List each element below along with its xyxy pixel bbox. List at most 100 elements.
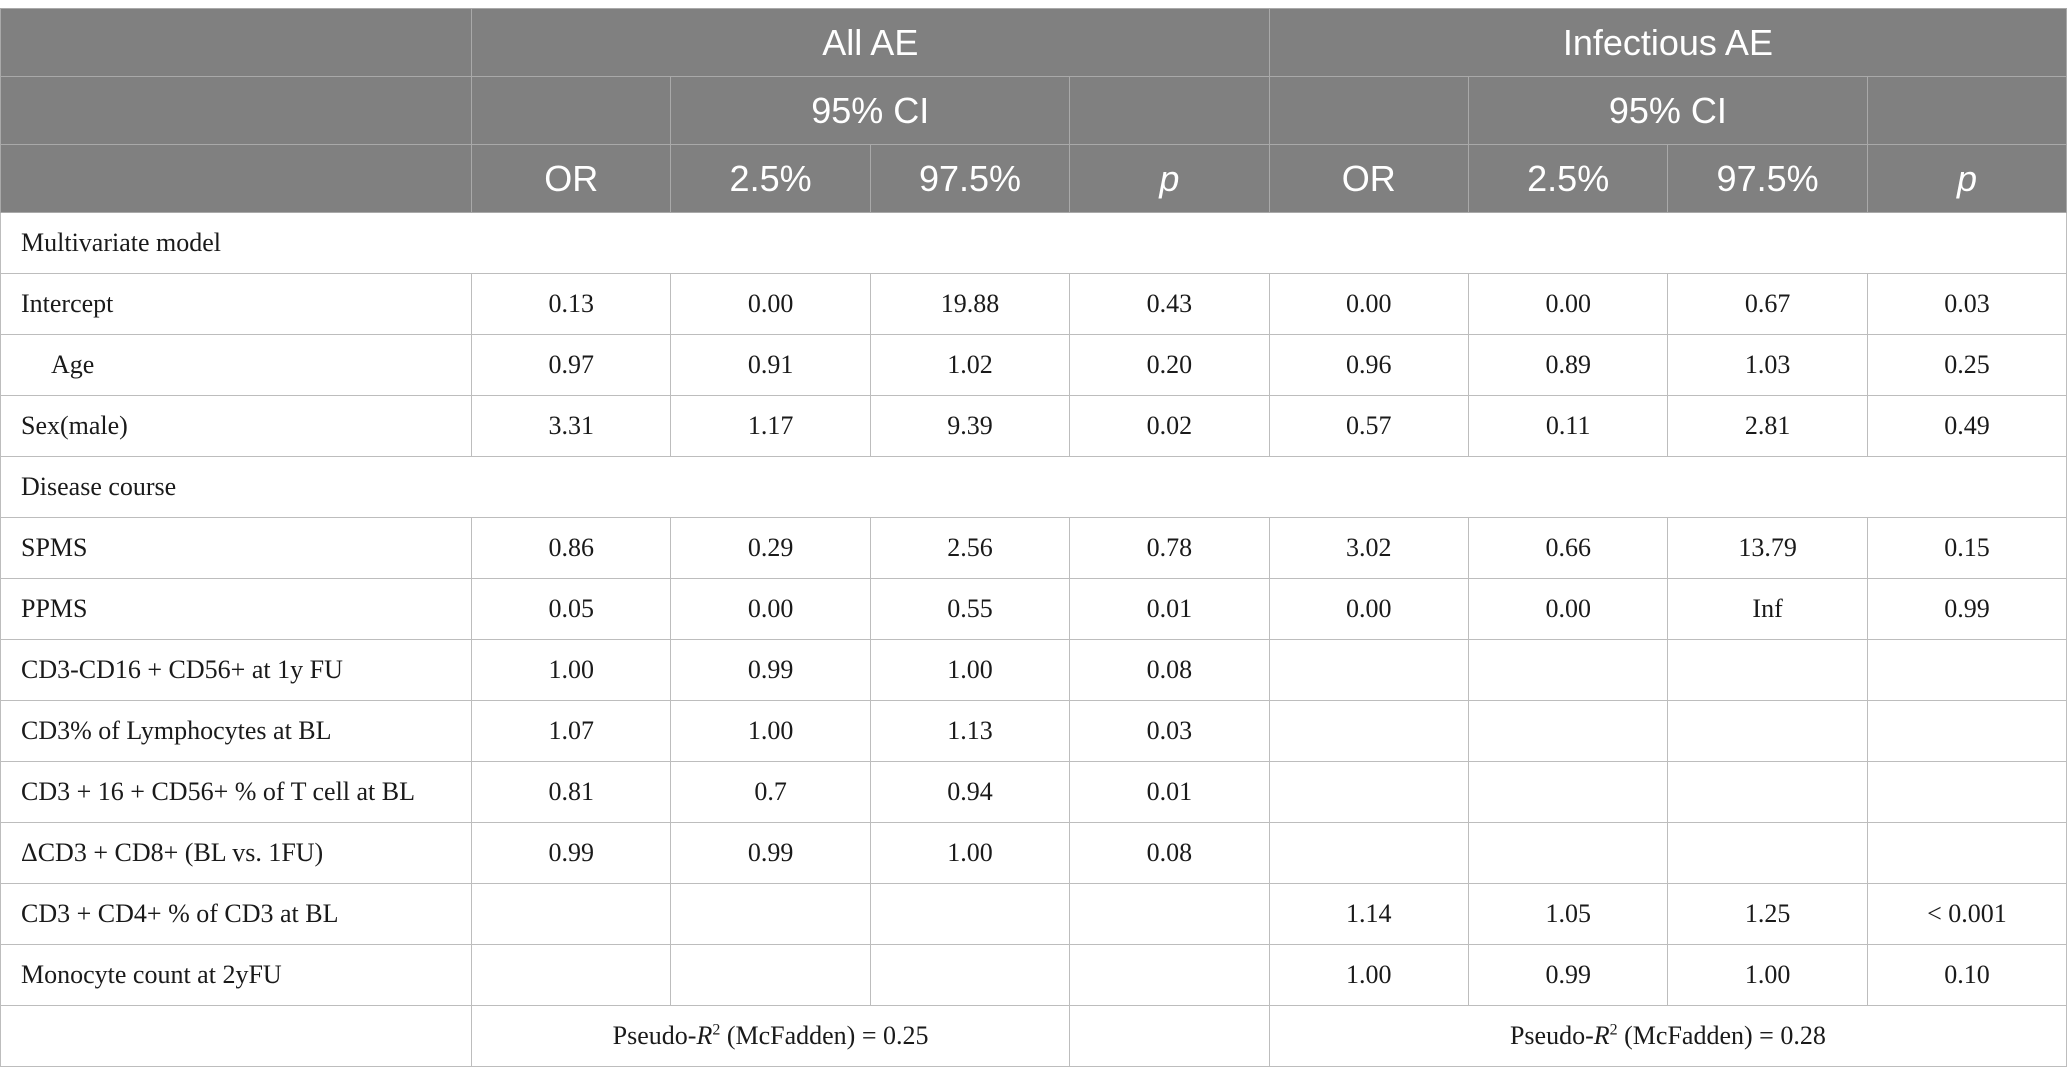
cell-all-ci-low: 0.00 (670, 578, 871, 640)
cell-inf-ci-low (1467, 822, 1669, 884)
cell-all-ci-low: 1.00 (670, 700, 871, 762)
header-empty-cell (0, 8, 472, 77)
header-p: p (1069, 144, 1270, 213)
table-row: Monocyte count at 2yFU 1.00 0.99 1.00 0.10 (0, 944, 2067, 1006)
table-row: CD3 + 16 + CD56+ % of T cell at BL 0.81 0.… (0, 761, 2067, 823)
cell-inf-ci-low (1467, 700, 1669, 762)
cell-inf-p (1866, 639, 2067, 701)
cell-inf-ci-high (1667, 700, 1868, 762)
row-label: CD3% of Lymphocytes at BL (0, 700, 472, 762)
cell-all-ci-low (670, 883, 871, 945)
header-ci-high: 97.5% (869, 144, 1071, 213)
cell-all-ci-high: 0.55 (869, 578, 1071, 640)
section-row: Disease course (0, 456, 2067, 518)
cell-all-or: 0.05 (470, 578, 672, 640)
cell-all-or: 1.07 (470, 700, 672, 762)
header-ci-inf: 95% CI (1468, 76, 1868, 145)
cell-all-or: 3.31 (470, 395, 672, 457)
header-row-groups: All AE Infectious AE (0, 8, 2067, 77)
header-empty-cell (0, 144, 472, 213)
cell-all-ci-high: 0.94 (869, 761, 1071, 823)
header-empty-cell (1069, 76, 1270, 145)
cell-inf-ci-low: 0.99 (1467, 944, 1669, 1006)
table-row: PPMS 0.05 0.00 0.55 0.01 0.00 0.00 Inf 0.99 (0, 578, 2067, 640)
cell-inf-ci-high: 1.03 (1667, 334, 1868, 396)
cell-all-ci-high: 1.00 (869, 639, 1071, 701)
cell-inf-or: 0.57 (1268, 395, 1470, 457)
row-label: CD3 + 16 + CD56+ % of T cell at BL (0, 761, 472, 823)
row-label: CD3-CD16 + CD56+ at 1y FU (0, 639, 472, 701)
cell-all-p: 0.78 (1069, 517, 1270, 579)
cell-all-ci-high: 9.39 (869, 395, 1071, 457)
cell-all-p: 0.20 (1069, 334, 1270, 396)
cell-all-ci-low: 0.00 (670, 273, 871, 335)
table-row: SPMS 0.86 0.29 2.56 0.78 3.02 0.66 13.79 0.15 (0, 517, 2067, 579)
row-label: Sex(male) (0, 395, 472, 457)
cell-all-ci-high: 1.00 (869, 822, 1071, 884)
cell-inf-ci-high: 2.81 (1667, 395, 1868, 457)
header-empty-cell (1268, 76, 1470, 145)
pseudo-r: R (696, 1021, 713, 1050)
cell-all-p: 0.02 (1069, 395, 1270, 457)
cell-inf-ci-high: 1.00 (1667, 944, 1868, 1006)
section-disease-course: Disease course (0, 456, 2067, 518)
cell-inf-p (1866, 822, 2067, 884)
cell-inf-ci-high: Inf (1667, 578, 1868, 640)
header-ci-low: 2.5% (1467, 144, 1669, 213)
row-label: SPMS (0, 517, 472, 579)
cell-inf-p: 0.15 (1866, 517, 2067, 579)
row-label: Age (0, 334, 472, 396)
header-or: OR (470, 144, 672, 213)
cell-inf-p (1866, 700, 2067, 762)
cell-inf-ci-low: 1.05 (1467, 883, 1669, 945)
cell-inf-ci-high: 0.67 (1667, 273, 1868, 335)
regression-table: All AE Infectious AE 95% CI 95% CI OR 2.… (0, 8, 2067, 1067)
cell-all-ci-low: 0.99 (670, 822, 871, 884)
header-empty-cell (470, 76, 672, 145)
cell-all-or (470, 944, 672, 1006)
cell-all-ci-low: 0.7 (670, 761, 871, 823)
cell-inf-or (1268, 639, 1470, 701)
cell-inf-or (1268, 761, 1470, 823)
cell-all-p: 0.08 (1069, 822, 1270, 884)
cell-all-ci-low: 0.99 (670, 639, 871, 701)
header-infectious-ae: Infectious AE (1268, 8, 2067, 77)
pseudo-sup: 2 (712, 1021, 721, 1039)
header-ci-low: 2.5% (670, 144, 871, 213)
table-row: ΔCD3 + CD8+ (BL vs. 1FU) 0.99 0.99 1.00 0.08 (0, 822, 2067, 884)
cell-inf-p: 0.25 (1866, 334, 2067, 396)
cell-inf-ci-low: 0.00 (1467, 273, 1669, 335)
cell-inf-ci-high: 1.25 (1667, 883, 1868, 945)
cell-inf-or (1268, 822, 1470, 884)
cell-inf-ci-low: 0.00 (1467, 578, 1669, 640)
cell-all-p: 0.01 (1069, 578, 1270, 640)
footer-empty-cell (1069, 1005, 1270, 1067)
cell-all-ci-high: 1.02 (869, 334, 1071, 396)
pseudo-mid: (McFadden) = (720, 1021, 884, 1050)
cell-inf-ci-high (1667, 822, 1868, 884)
cell-all-p: 0.08 (1069, 639, 1270, 701)
header-empty-cell (1866, 76, 2067, 145)
cell-all-or: 0.99 (470, 822, 672, 884)
cell-inf-or: 1.14 (1268, 883, 1470, 945)
cell-all-or: 1.00 (470, 639, 672, 701)
cell-inf-ci-high (1667, 639, 1868, 701)
r2-value: 0.25 (883, 1021, 929, 1050)
table-row: CD3-CD16 + CD56+ at 1y FU 1.00 0.99 1.00 0.0… (0, 639, 2067, 701)
cell-all-ci-high: 2.56 (869, 517, 1071, 579)
pseudo-prefix: Pseudo- (612, 1021, 697, 1050)
cell-all-ci-low: 0.91 (670, 334, 871, 396)
cell-inf-or: 0.00 (1268, 273, 1470, 335)
cell-inf-p: 0.99 (1866, 578, 2067, 640)
header-all-ae: All AE (471, 8, 1270, 77)
header-or: OR (1268, 144, 1470, 213)
row-label: PPMS (0, 578, 472, 640)
cell-inf-p: 0.10 (1866, 944, 2067, 1006)
pseudo-r2-inf: Pseudo-R2 (McFadden) = 0.28 (1268, 1005, 2067, 1067)
cell-all-ci-low: 0.29 (670, 517, 871, 579)
cell-all-or: 0.97 (470, 334, 672, 396)
cell-all-or (470, 883, 672, 945)
cell-inf-ci-low: 0.66 (1467, 517, 1669, 579)
pseudo-sup: 2 (1609, 1021, 1618, 1039)
table-row: CD3 + CD4+ % of CD3 at BL 1.14 1.05 1.25 < 0… (0, 883, 2067, 945)
